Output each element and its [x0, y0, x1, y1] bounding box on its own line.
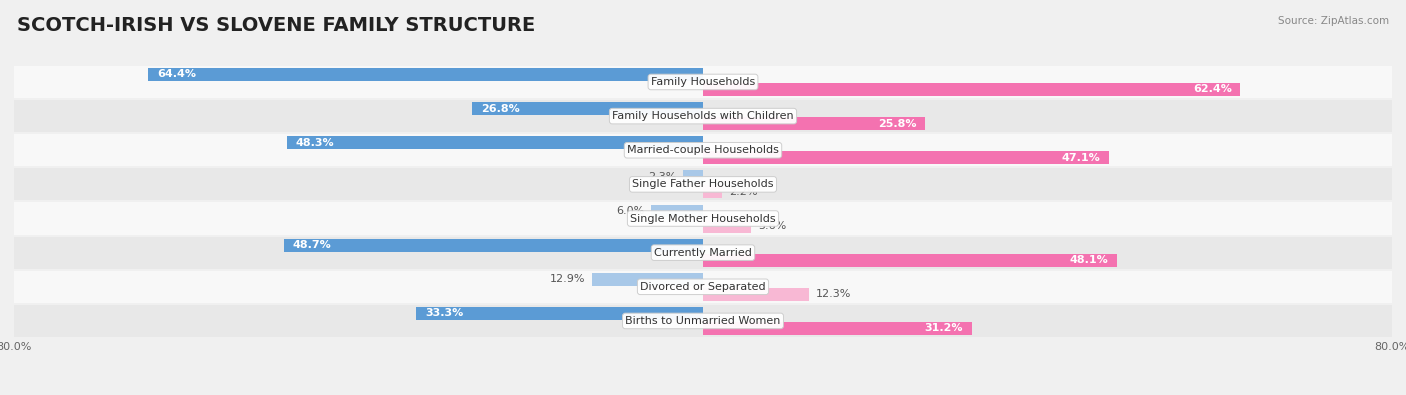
Text: 12.3%: 12.3%: [815, 289, 851, 299]
Text: Births to Unmarried Women: Births to Unmarried Women: [626, 316, 780, 326]
Text: 12.9%: 12.9%: [550, 274, 585, 284]
Text: Single Father Households: Single Father Households: [633, 179, 773, 189]
Text: 62.4%: 62.4%: [1192, 85, 1232, 94]
Text: Divorced or Separated: Divorced or Separated: [640, 282, 766, 292]
Text: 2.2%: 2.2%: [728, 187, 758, 197]
Bar: [703, 83, 1240, 96]
Bar: [14, 203, 1392, 235]
Bar: [14, 168, 1392, 200]
Text: 48.3%: 48.3%: [295, 138, 335, 148]
Text: 64.4%: 64.4%: [157, 70, 195, 79]
Bar: [703, 220, 751, 233]
Bar: [14, 271, 1392, 303]
Text: Family Households with Children: Family Households with Children: [612, 111, 794, 121]
Text: Source: ZipAtlas.com: Source: ZipAtlas.com: [1278, 16, 1389, 26]
Bar: [416, 307, 703, 320]
Text: Currently Married: Currently Married: [654, 248, 752, 258]
Text: 47.1%: 47.1%: [1062, 153, 1099, 163]
Bar: [703, 151, 1108, 164]
Bar: [703, 117, 925, 130]
Text: Married-couple Households: Married-couple Households: [627, 145, 779, 155]
Text: 5.6%: 5.6%: [758, 221, 786, 231]
Bar: [703, 254, 1118, 267]
Text: 48.1%: 48.1%: [1070, 255, 1108, 265]
Text: SCOTCH-IRISH VS SLOVENE FAMILY STRUCTURE: SCOTCH-IRISH VS SLOVENE FAMILY STRUCTURE: [17, 16, 536, 35]
Bar: [14, 66, 1392, 98]
Text: 26.8%: 26.8%: [481, 103, 520, 114]
Bar: [149, 68, 703, 81]
Bar: [683, 170, 703, 183]
Text: Family Households: Family Households: [651, 77, 755, 87]
Text: 2.3%: 2.3%: [648, 172, 676, 182]
Bar: [472, 102, 703, 115]
Bar: [287, 136, 703, 149]
Bar: [14, 100, 1392, 132]
Bar: [703, 185, 721, 198]
Text: 48.7%: 48.7%: [292, 240, 330, 250]
Bar: [14, 305, 1392, 337]
Bar: [14, 237, 1392, 269]
Text: 6.0%: 6.0%: [616, 206, 644, 216]
Bar: [284, 239, 703, 252]
Text: 25.8%: 25.8%: [879, 118, 917, 129]
Bar: [592, 273, 703, 286]
Text: 31.2%: 31.2%: [925, 324, 963, 333]
Bar: [703, 322, 972, 335]
Text: Single Mother Households: Single Mother Households: [630, 214, 776, 224]
Text: 33.3%: 33.3%: [425, 308, 463, 318]
Bar: [651, 205, 703, 218]
Bar: [14, 134, 1392, 166]
Bar: [703, 288, 808, 301]
